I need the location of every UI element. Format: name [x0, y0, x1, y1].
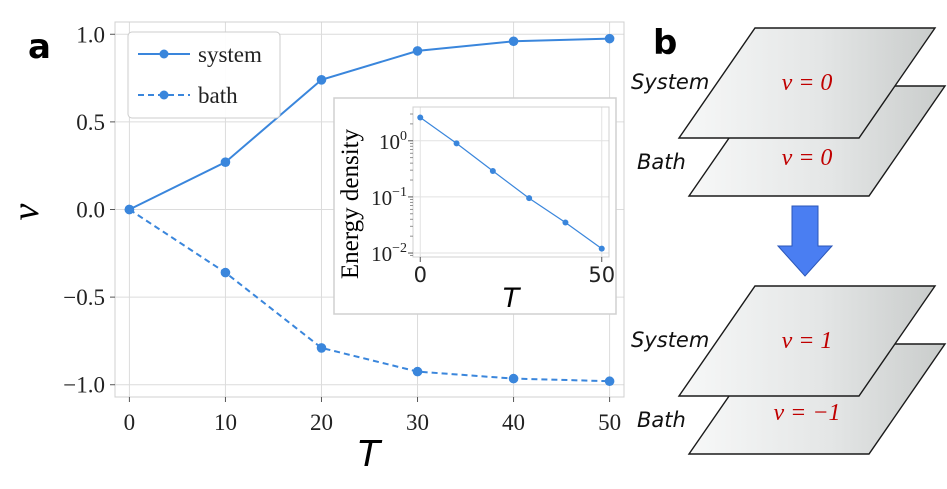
inset-background [333, 97, 617, 315]
legend: system bath [127, 31, 281, 119]
inset-series [417, 114, 605, 252]
data-point-bath [316, 343, 327, 353]
data-point-bath [412, 366, 423, 377]
bath-label-after: Bath [637, 408, 686, 432]
data-point-bath [508, 373, 519, 384]
inset-data-point [453, 140, 460, 147]
inset-data-point [489, 167, 496, 174]
panel-label-b: b [653, 23, 677, 63]
inset-y-tick-label: 100 [379, 129, 407, 154]
main-x-axis-label: T [358, 434, 383, 475]
main-y-tick-label: −1.0 [63, 373, 105, 398]
inset-data-point [417, 114, 424, 121]
panel-label-a: a [28, 27, 51, 67]
main-chart: 1.0 0.5 0.0 −0.5 −1.0 0 10 20 30 40 50 ν T system… [5, 21, 625, 475]
main-y-tick-label: −0.5 [63, 285, 105, 310]
data-point-system [412, 46, 423, 56]
main-x-tick-label: 50 [598, 410, 621, 435]
inset-grid [413, 107, 609, 257]
transition-arrow-icon [776, 205, 834, 277]
data-point-bath [220, 267, 231, 278]
plane-system-after [677, 285, 937, 397]
series-line-bath [128, 208, 610, 383]
main-x-ticks: 0 10 20 30 40 50 [124, 397, 621, 435]
legend-bath-marker [159, 90, 169, 100]
data-point-bath [124, 204, 135, 215]
system-nu-before: ν = 0 [782, 70, 833, 96]
data-point-system [508, 36, 519, 47]
inset-y-tick-label: 10−2 [371, 241, 407, 266]
main-x-tick-label: 20 [310, 410, 333, 435]
inset-data-point [598, 245, 605, 252]
main-y-tick-label: 0.0 [76, 198, 105, 223]
main-x-tick-label: 10 [214, 410, 237, 435]
main-y-ticks: 1.0 0.5 0.0 −0.5 −1.0 [63, 22, 115, 398]
main-x-tick-label: 0 [124, 410, 136, 435]
bath-label-before: Bath [637, 150, 686, 174]
data-point-system [220, 157, 231, 167]
inset-data-point [562, 219, 569, 226]
system-label-after: System [631, 328, 709, 352]
inset-plot-frame [412, 106, 610, 258]
inset-y-axis-label: Energy density [337, 128, 364, 279]
inset-y-ticks: 100 10−1 10−2 [371, 113, 413, 266]
inset-x-ticks: 0 50 [414, 257, 615, 287]
main-series [124, 33, 615, 387]
inset-data-point [526, 195, 533, 202]
inset-x-tick-label: 50 [588, 263, 615, 287]
legend-system-marker [159, 49, 169, 59]
inset-series-line [419, 117, 603, 250]
main-x-tick-label: 40 [502, 410, 525, 435]
inset-x-axis-label: T [503, 283, 522, 314]
system-nu-after: ν = 1 [782, 328, 833, 354]
main-y-axis-label: ν [5, 203, 47, 220]
main-y-tick-label: 0.5 [76, 110, 105, 135]
legend-system-label: system [198, 42, 262, 67]
inset-y-tick-label: 10−1 [371, 185, 407, 210]
plane-system-before [677, 27, 937, 139]
series-line-system [128, 37, 610, 211]
legend-bath-label: bath [198, 83, 238, 108]
main-y-tick-label: 1.0 [76, 22, 105, 47]
diagram-after: ν = 1 ν = −1 System Bath [631, 285, 947, 455]
data-point-bath [604, 376, 615, 387]
bath-nu-after: ν = −1 [773, 400, 840, 426]
bath-nu-before: ν = 0 [782, 145, 833, 171]
inset-x-tick-label: 0 [414, 263, 427, 287]
main-x-tick-label: 30 [406, 410, 429, 435]
system-label-before: System [631, 70, 709, 94]
data-point-system [604, 33, 615, 44]
diagram-before: ν = 0 ν = 0 System Bath [631, 27, 947, 197]
inset-chart: 100 10−1 10−2 0 50 Energy density T [333, 97, 617, 315]
data-point-system [316, 75, 327, 85]
